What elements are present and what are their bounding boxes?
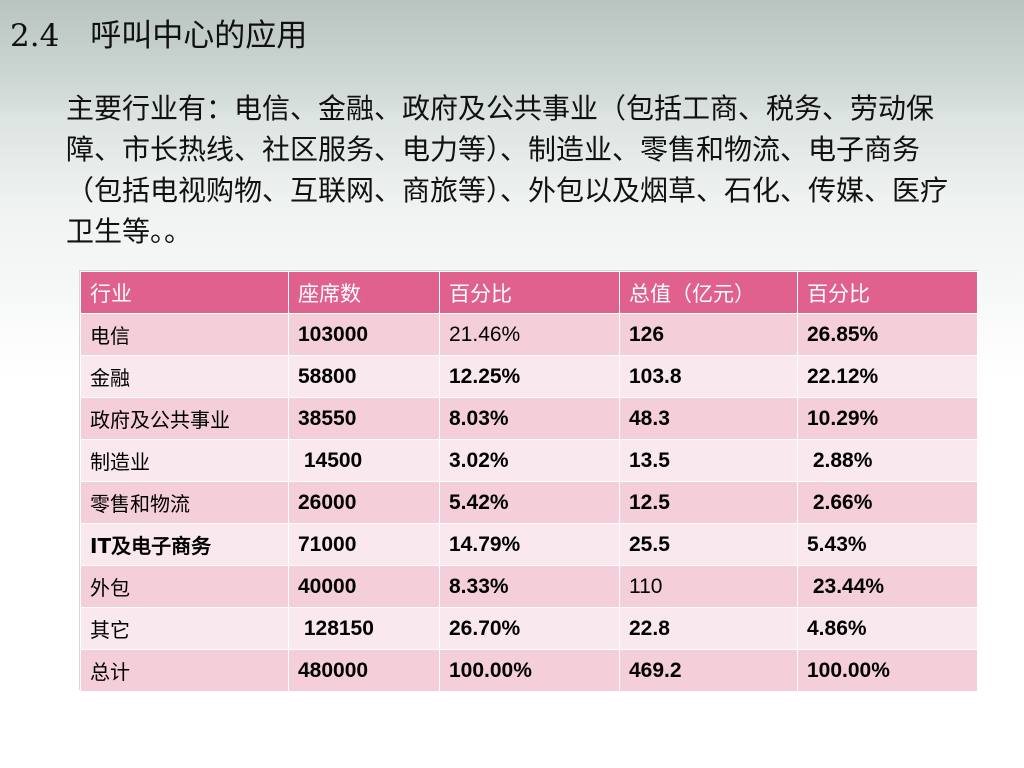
cell-seat-percent: 100.00% bbox=[439, 649, 620, 692]
cell-seat-percent: 26.70% bbox=[439, 607, 620, 650]
cell-seats: 128150 bbox=[288, 607, 440, 650]
cell-value-percent: 23.44% bbox=[797, 565, 978, 608]
header-value-percent: 百分比 bbox=[797, 271, 978, 314]
header-seats: 座席数 bbox=[288, 271, 440, 314]
cell-value-percent: 2.88% bbox=[797, 439, 978, 482]
cell-value-percent: 100.00% bbox=[797, 649, 978, 692]
cell-industry: 电信 bbox=[80, 313, 289, 356]
cell-industry: 制造业 bbox=[80, 439, 289, 482]
cell-industry: 外包 bbox=[80, 565, 289, 608]
cell-total-value: 126 bbox=[619, 313, 798, 356]
cell-seat-percent: 5.42% bbox=[439, 481, 620, 524]
cell-seats: 71000 bbox=[288, 523, 440, 566]
cell-seats: 480000 bbox=[288, 649, 440, 692]
table-row: IT及电子商务 71000 14.79% 25.5 5.43% bbox=[80, 523, 978, 566]
cell-seat-percent: 8.33% bbox=[439, 565, 620, 608]
cell-total-value: 469.2 bbox=[619, 649, 798, 692]
cell-total-value: 13.5 bbox=[619, 439, 798, 482]
table-row: 制造业 14500 3.02% 13.5 2.88% bbox=[80, 439, 978, 482]
industry-table: 行业 座席数 百分比 总值（亿元） 百分比 电信 103000 21.46% 1… bbox=[80, 271, 978, 692]
cell-value-percent: 10.29% bbox=[797, 397, 978, 440]
cell-seats: 14500 bbox=[288, 439, 440, 482]
table-row: 外包 40000 8.33% 110 23.44% bbox=[80, 565, 978, 608]
cell-seat-percent: 21.46% bbox=[439, 313, 620, 356]
cell-seat-percent: 12.25% bbox=[439, 355, 620, 398]
cell-seat-percent: 3.02% bbox=[439, 439, 620, 482]
cell-value-percent: 22.12% bbox=[797, 355, 978, 398]
table-row: 其它 128150 26.70% 22.8 4.86% bbox=[80, 607, 978, 650]
cell-total-value: 25.5 bbox=[619, 523, 798, 566]
header-industry: 行业 bbox=[80, 271, 289, 314]
table-row: 电信 103000 21.46% 126 26.85% bbox=[80, 313, 978, 356]
cell-industry: 总计 bbox=[80, 649, 289, 692]
header-seat-percent: 百分比 bbox=[439, 271, 620, 314]
cell-seat-percent: 8.03% bbox=[439, 397, 620, 440]
cell-industry: IT及电子商务 bbox=[80, 523, 289, 566]
cell-total-value: 110 bbox=[619, 565, 798, 608]
cell-value-percent: 26.85% bbox=[797, 313, 978, 356]
cell-industry: 金融 bbox=[80, 355, 289, 398]
cell-industry: 其它 bbox=[80, 607, 289, 650]
cell-value-percent: 2.66% bbox=[797, 481, 978, 524]
cell-seats: 26000 bbox=[288, 481, 440, 524]
table-row: 政府及公共事业 38550 8.03% 48.3 10.29% bbox=[80, 397, 978, 440]
cell-total-value: 12.5 bbox=[619, 481, 798, 524]
title-band bbox=[0, 0, 1024, 114]
cell-seats: 58800 bbox=[288, 355, 440, 398]
slide-title: 2.4 呼叫中心的应用 bbox=[10, 18, 308, 54]
cell-total-value: 48.3 bbox=[619, 397, 798, 440]
cell-seat-percent: 14.79% bbox=[439, 523, 620, 566]
cell-seats: 103000 bbox=[288, 313, 440, 356]
table-row: 金融 58800 12.25% 103.8 22.12% bbox=[80, 355, 978, 398]
cell-industry: 零售和物流 bbox=[80, 481, 289, 524]
body-paragraph: 主要行业有：电信、金融、政府及公共事业（包括工商、税务、劳动保障、市长热线、社区… bbox=[66, 92, 949, 248]
table-row-total: 总计 480000 100.00% 469.2 100.00% bbox=[80, 649, 978, 692]
cell-total-value: 22.8 bbox=[619, 607, 798, 650]
header-total-value: 总值（亿元） bbox=[619, 271, 798, 314]
table-row: 零售和物流 26000 5.42% 12.5 2.66% bbox=[80, 481, 978, 524]
cell-seats: 40000 bbox=[288, 565, 440, 608]
cell-value-percent: 4.86% bbox=[797, 607, 978, 650]
cell-value-percent: 5.43% bbox=[797, 523, 978, 566]
table-header-row: 行业 座席数 百分比 总值（亿元） 百分比 bbox=[80, 271, 978, 314]
cell-total-value: 103.8 bbox=[619, 355, 798, 398]
cell-seats: 38550 bbox=[288, 397, 440, 440]
cell-industry: 政府及公共事业 bbox=[80, 397, 289, 440]
